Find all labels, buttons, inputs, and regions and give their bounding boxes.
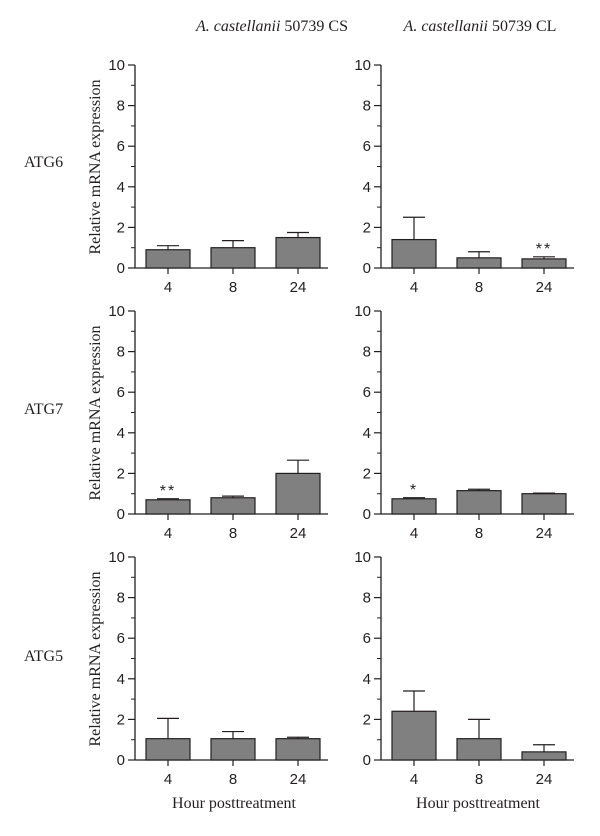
x-tick-label: 24 (290, 279, 307, 296)
row-label-atg5: ATG5 (24, 648, 64, 665)
x-tick-label: 8 (475, 771, 483, 788)
bar (275, 738, 321, 761)
row-label-atg6: ATG6 (24, 154, 64, 171)
y-tick-label: 8 (117, 98, 125, 115)
y-tick-label: 2 (363, 711, 371, 728)
x-tick-label: 4 (410, 279, 418, 296)
bar (521, 258, 567, 269)
y-tick-label: 10 (354, 57, 371, 74)
y-tick-label: 0 (117, 752, 125, 769)
y-tick-label: 10 (354, 303, 371, 320)
bar (275, 472, 321, 515)
y-tick-label: 2 (117, 465, 125, 482)
column-species: A. castellanii (403, 18, 488, 35)
bar (210, 497, 256, 515)
x-tick-label: 8 (229, 771, 237, 788)
y-tick-label: 0 (363, 752, 371, 769)
column-title-cl: A. castellanii 50739 CL (350, 18, 600, 36)
x-tick-label: 4 (164, 771, 172, 788)
bar (391, 238, 437, 269)
significance-marker: * (410, 482, 418, 499)
y-tick-label: 4 (363, 425, 371, 442)
bar (456, 490, 502, 515)
x-tick-label: 24 (290, 525, 307, 542)
x-tick-label: 8 (475, 525, 483, 542)
bar (145, 738, 191, 761)
y-tick-label: 8 (363, 98, 371, 115)
y-tick-label: 10 (108, 549, 125, 566)
y-tick-label: 8 (363, 590, 371, 607)
y-tick-label: 6 (363, 630, 371, 647)
x-tick-label: 4 (410, 525, 418, 542)
y-tick-label: 10 (354, 549, 371, 566)
significance-marker: ** (536, 241, 552, 258)
y-tick-label: 6 (117, 384, 125, 401)
y-tick-label: 6 (363, 384, 371, 401)
x-tick-label: 8 (229, 525, 237, 542)
x-tick-label: 24 (536, 771, 553, 788)
bar (456, 257, 502, 269)
column-strain: 50739 CL (487, 18, 557, 35)
x-tick-label: 4 (164, 525, 172, 542)
column-strain: 50739 CS (280, 18, 348, 35)
y-tick-label: 4 (363, 671, 371, 688)
y-tick-label: 2 (363, 219, 371, 236)
y-tick-label: 4 (117, 671, 125, 688)
bar (521, 751, 567, 761)
bar (145, 499, 191, 515)
bar (210, 738, 256, 761)
y-tick-label: 6 (117, 138, 125, 155)
y-tick-label: 6 (117, 630, 125, 647)
y-tick-label: 8 (363, 344, 371, 361)
y-tick-label: 6 (363, 138, 371, 155)
x-tick-label: 24 (536, 279, 553, 296)
bar (391, 498, 437, 515)
x-tick-label: 4 (164, 279, 172, 296)
bar (210, 247, 256, 269)
x-tick-label: 8 (229, 279, 237, 296)
y-tick-label: 4 (117, 425, 125, 442)
bar (391, 710, 437, 761)
y-tick-label: 0 (363, 506, 371, 523)
y-tick-label: 0 (117, 506, 125, 523)
y-tick-label: 4 (363, 179, 371, 196)
x-tick-label: 24 (290, 771, 307, 788)
y-tick-label: 4 (117, 179, 125, 196)
y-tick-label: 0 (117, 260, 125, 277)
y-tick-label: 10 (108, 57, 125, 74)
y-tick-label: 2 (363, 465, 371, 482)
bar (521, 493, 567, 515)
y-tick-label: 2 (117, 711, 125, 728)
x-tick-label: 4 (410, 771, 418, 788)
bar (275, 236, 321, 269)
bar (145, 249, 191, 269)
x-axis-title: Hour posttreatment (172, 795, 296, 812)
bar (456, 738, 502, 761)
y-tick-label: 0 (363, 260, 371, 277)
y-tick-label: 2 (117, 219, 125, 236)
row-label-atg7: ATG7 (24, 401, 64, 418)
y-tick-label: 10 (108, 303, 125, 320)
x-tick-label: 8 (475, 279, 483, 296)
column-title-cs: A. castellanii 50739 CS (142, 18, 402, 36)
y-tick-label: 8 (117, 344, 125, 361)
x-axis-title: Hour posttreatment (416, 795, 540, 812)
y-tick-label: 8 (117, 590, 125, 607)
column-species: A. castellanii (195, 18, 281, 35)
significance-marker: ** (160, 483, 176, 500)
x-tick-label: 24 (536, 525, 553, 542)
